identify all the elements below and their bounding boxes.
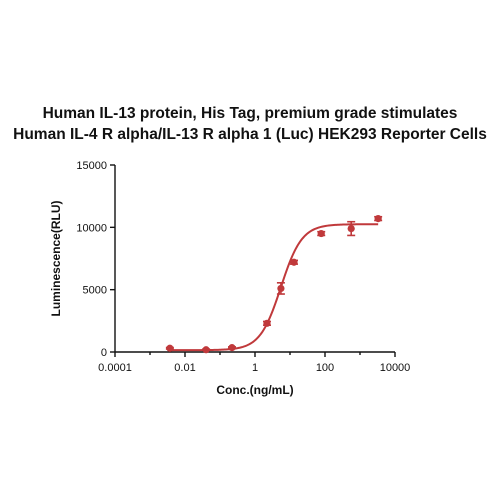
data-point	[202, 346, 211, 354]
chart-title-line-2: Human IL-4 R alpha/IL-13 R alpha 1 (Luc)…	[13, 126, 487, 143]
y-tick-label: 5000	[83, 285, 107, 297]
data-point	[276, 282, 285, 295]
y-axis-label: Luminescence(RLU)	[49, 200, 63, 316]
x-tick-label: 0.01	[174, 362, 195, 374]
data-marker	[202, 346, 210, 354]
data-point	[317, 229, 326, 238]
chart-title-line-1: Human IL-13 protein, His Tag, premium gr…	[42, 105, 458, 122]
data-marker	[347, 224, 355, 233]
data-point	[289, 258, 298, 266]
x-tick-label: 0.0001	[98, 362, 132, 374]
y-tick-label: 10000	[76, 222, 107, 234]
data-marker	[290, 258, 298, 266]
data-marker	[317, 229, 325, 238]
data-point	[262, 319, 271, 327]
data-point	[374, 215, 383, 223]
x-axis-label: Conc.(ng/mL)	[216, 383, 293, 397]
data-point	[227, 344, 236, 352]
data-marker	[228, 344, 236, 352]
data-point	[165, 344, 174, 352]
points-layer	[165, 215, 383, 354]
data-marker	[374, 215, 382, 223]
x-tick-label: 1	[252, 362, 258, 374]
data-marker	[263, 319, 271, 327]
y-tick-label: 15000	[76, 160, 107, 172]
fit-layer	[169, 223, 379, 352]
axes: 0 5000 10000 15000 0.0001 0.01 1 100 10000	[76, 160, 410, 374]
y-tick-label: 0	[101, 347, 107, 359]
x-tick-label: 100	[316, 362, 334, 374]
data-point	[347, 220, 356, 237]
x-tick-label: 10000	[380, 362, 411, 374]
data-marker	[166, 344, 174, 352]
fit-curve	[169, 223, 379, 352]
data-marker	[277, 284, 285, 293]
